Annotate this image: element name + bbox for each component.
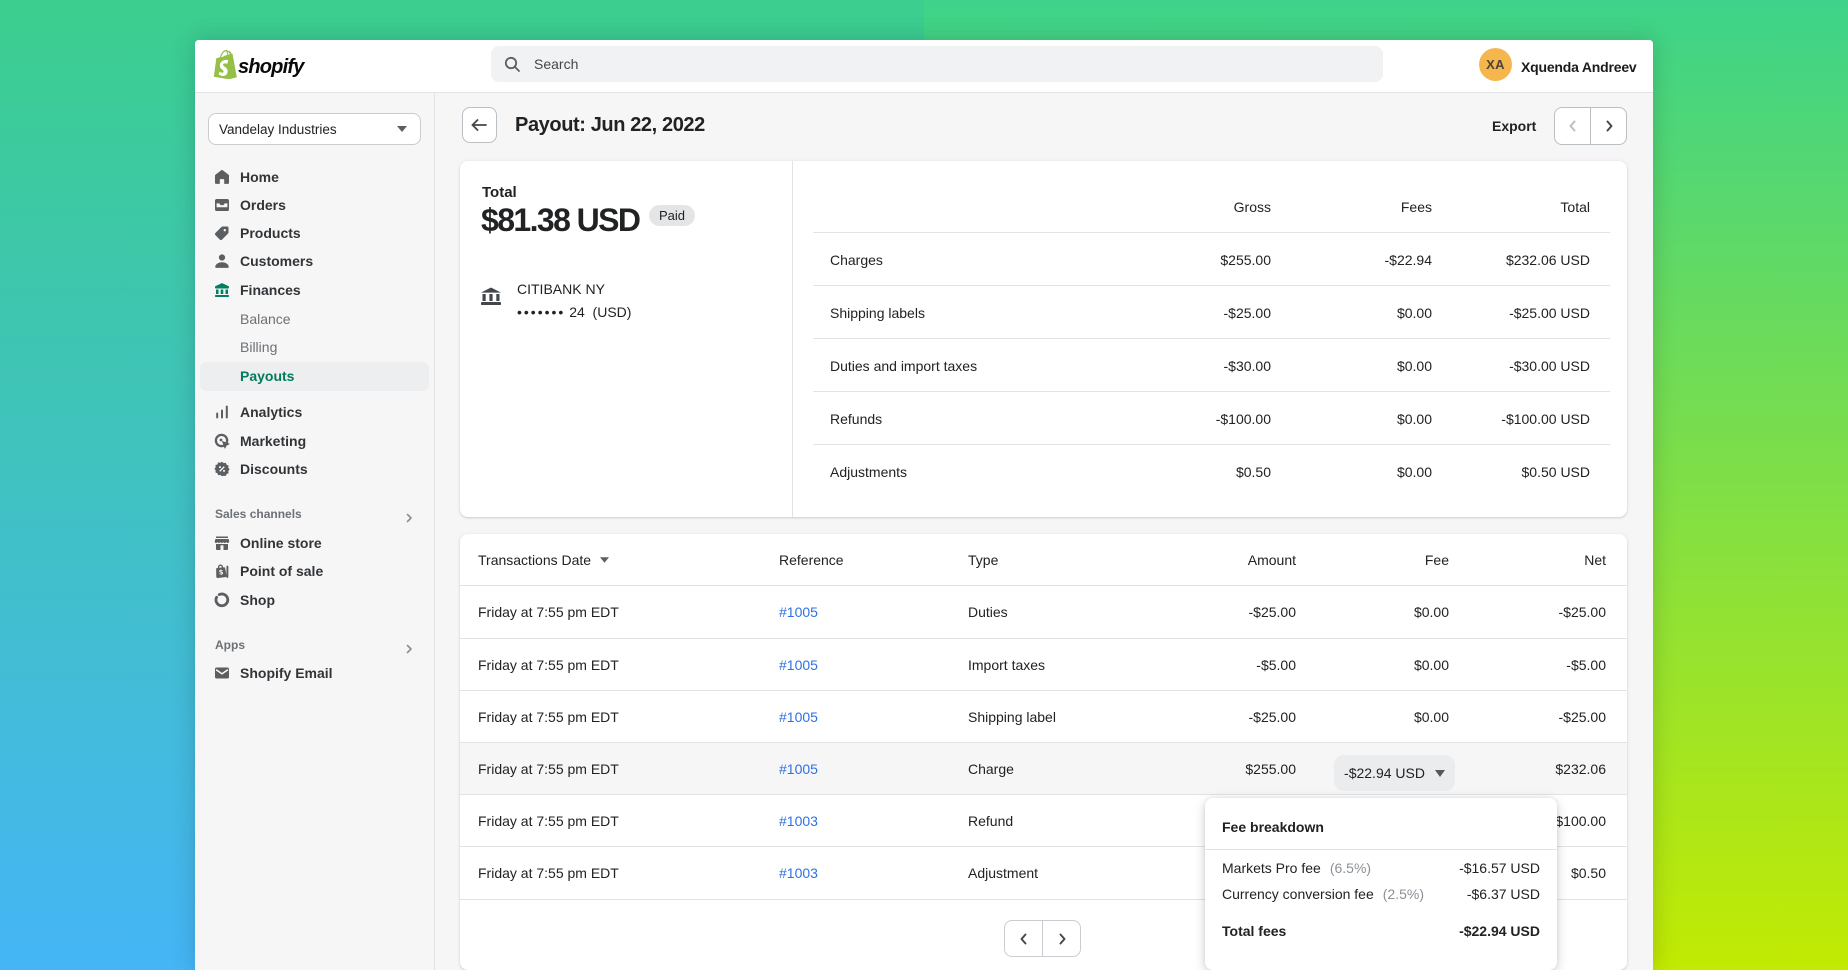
svg-text:shopify: shopify: [238, 56, 305, 78]
svg-text:$: $: [219, 569, 224, 576]
